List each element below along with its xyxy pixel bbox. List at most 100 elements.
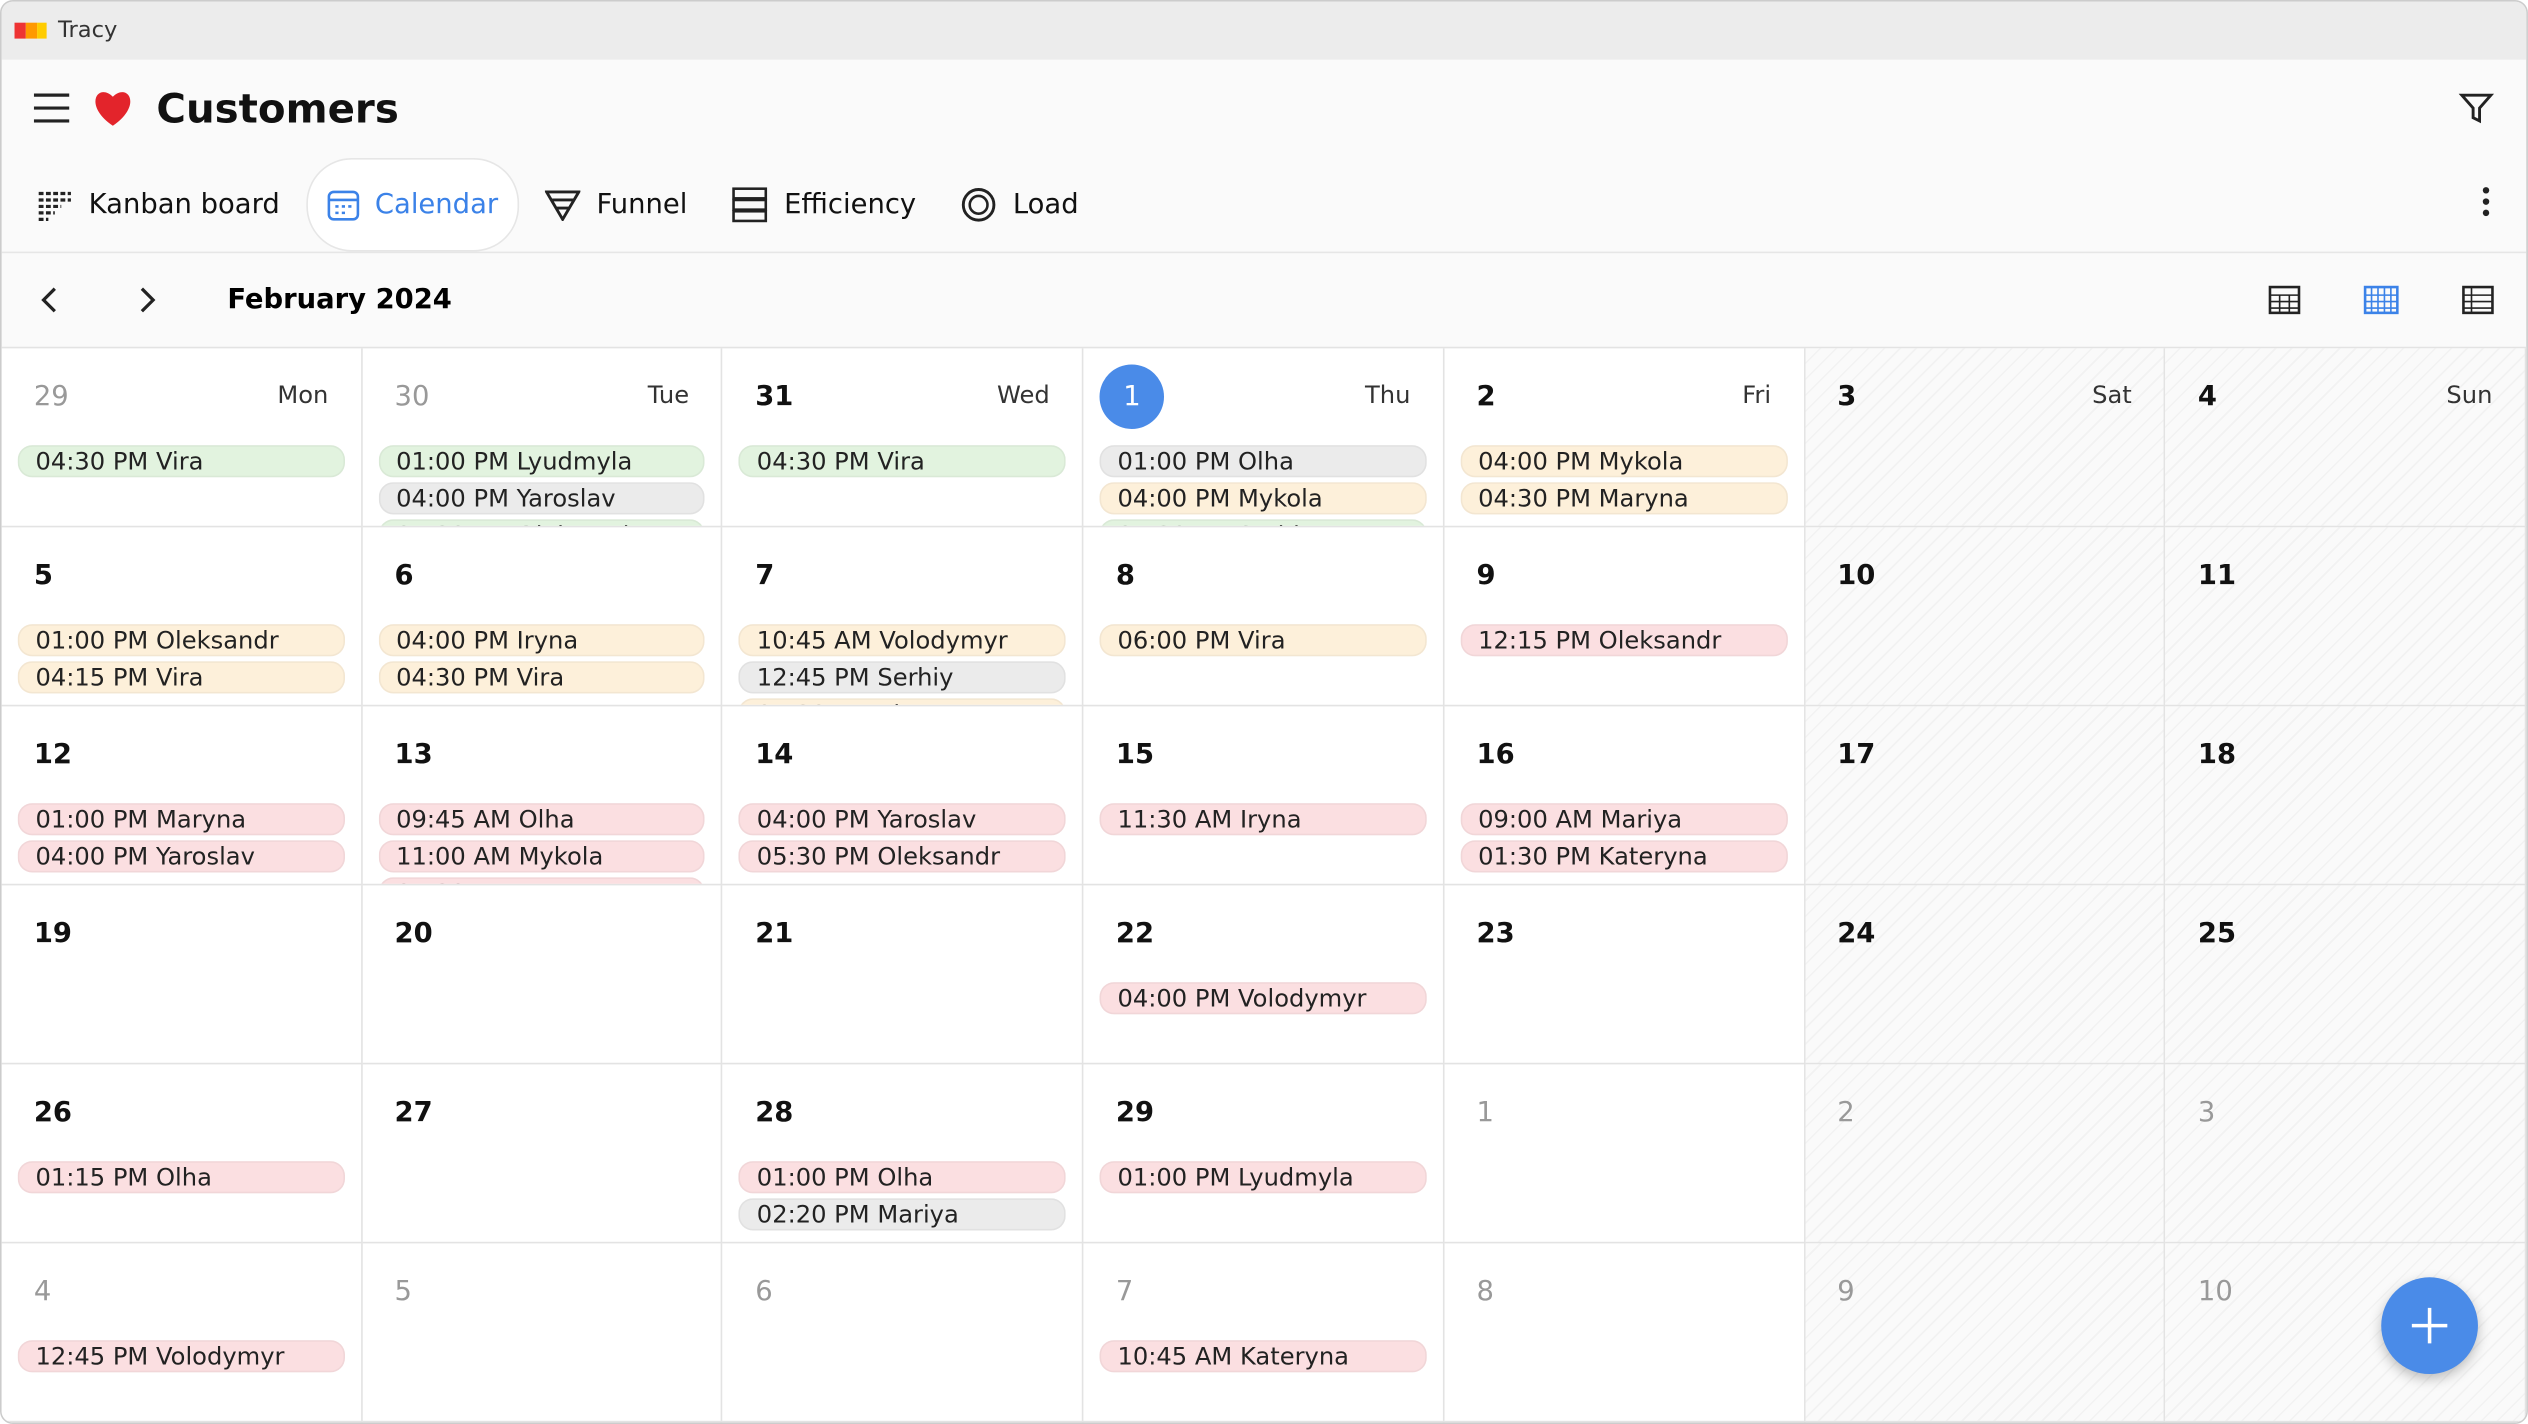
event[interactable]: 11:30 AM Iryna xyxy=(1099,803,1427,836)
event[interactable]: 04:00 PM Yaroslav xyxy=(739,803,1066,836)
day-cell[interactable]: 31 Wed 04:30 PM Vira xyxy=(722,348,1084,528)
day-number: 9 xyxy=(1476,559,1496,592)
event[interactable]: 04:30 PM Vira xyxy=(17,445,345,478)
event[interactable]: 01:15 PM Olha xyxy=(17,1161,345,1194)
day-cell[interactable]: 21 xyxy=(722,885,1084,1065)
event[interactable]: 01:30 PM Kateryna xyxy=(1460,840,1788,873)
prev-button[interactable] xyxy=(34,284,66,316)
next-button[interactable] xyxy=(131,284,163,316)
day-cell[interactable]: 6 04:00 PM Iryna 04:30 PM Vira xyxy=(362,527,723,707)
event-time: 04:00 PM xyxy=(35,841,149,871)
day-cell[interactable]: 5 xyxy=(362,1243,723,1423)
event-name: Mykola xyxy=(518,841,604,871)
day-cell[interactable]: 7 10:45 AM Kateryna xyxy=(1083,1243,1445,1423)
day-cell[interactable]: 17 xyxy=(1804,706,2166,886)
day-cell[interactable]: 29 01:00 PM Lyudmyla xyxy=(1083,1064,1445,1244)
day-cell[interactable]: 27 xyxy=(362,1064,723,1244)
day-cell[interactable]: 3 xyxy=(2165,1064,2527,1244)
event[interactable]: 01:00 PM Olha xyxy=(1099,445,1427,478)
day-cell[interactable]: 26 01:15 PM Olha xyxy=(1,1064,363,1244)
event[interactable]: 06:00 PM Vira xyxy=(1099,624,1427,657)
event[interactable]: 04:00 PM Yaroslav xyxy=(378,482,706,515)
menu-button[interactable] xyxy=(33,93,70,123)
day-cell[interactable]: 12 01:00 PM Maryna 04:00 PM Yaroslav xyxy=(1,706,363,886)
day-cell[interactable]: 28 01:00 PM Olha 02:20 PM Mariya xyxy=(722,1064,1084,1244)
month-view-button[interactable] xyxy=(2268,284,2301,316)
event-time: 12:45 PM xyxy=(35,1341,149,1371)
event[interactable]: 09:00 AM Mariya xyxy=(1460,803,1788,836)
day-number: 18 xyxy=(2197,738,2237,771)
event[interactable]: 01:00 PM Maryna xyxy=(17,803,345,836)
event[interactable]: 12:15 PM Oleksandr xyxy=(1460,624,1788,657)
event[interactable]: 01:00 PM Olha xyxy=(739,1161,1066,1194)
day-cell[interactable]: 6 xyxy=(722,1243,1084,1423)
event[interactable]: 04:00 PM Volodymyr xyxy=(1099,982,1427,1015)
day-cell[interactable]: 11 xyxy=(2165,527,2527,707)
event[interactable]: 04:30 PM Oleksandr xyxy=(378,519,706,526)
day-cell[interactable]: 23 xyxy=(1444,885,1805,1065)
day-cell[interactable]: 10 xyxy=(1804,527,2166,707)
event[interactable]: 12:45 PM Volodymyr xyxy=(17,1340,345,1373)
event[interactable]: 12:45 PM Serhiy xyxy=(739,661,1066,694)
event[interactable]: 05:30 PM Kateryna xyxy=(378,877,706,884)
event[interactable]: 01:00 PM Lyudmyla xyxy=(1099,1161,1427,1194)
event[interactable]: 04:00 PM Mykola xyxy=(1460,445,1788,478)
day-cell[interactable]: 2 xyxy=(1804,1064,2166,1244)
day-cell[interactable]: 8 xyxy=(1444,1243,1805,1423)
day-cell[interactable]: 4 Sun xyxy=(2165,348,2527,528)
day-cell[interactable]: 19 xyxy=(1,885,363,1065)
day-cell[interactable]: 14 04:00 PM Yaroslav 05:30 PM Oleksandr xyxy=(722,706,1084,886)
event[interactable]: 09:45 AM Olha xyxy=(378,803,706,836)
day-cell[interactable]: 18 xyxy=(2165,706,2527,886)
view-tab[interactable]: Load xyxy=(942,159,1098,249)
view-tab[interactable]: Efficiency xyxy=(713,159,935,249)
event[interactable]: 05:30 PM Oleksandr xyxy=(739,840,1066,873)
day-cell[interactable]: 5 01:00 PM Oleksandr 04:15 PM Vira xyxy=(1,527,363,707)
view-tab[interactable]: Calendar xyxy=(305,157,520,251)
day-cell[interactable]: 15 11:30 AM Iryna xyxy=(1083,706,1445,886)
week-view-button[interactable] xyxy=(2363,284,2399,316)
event[interactable]: 02:20 PM Mariya xyxy=(739,1198,1066,1231)
day-cell[interactable]: 7 10:45 AM Volodymyr 12:45 PM Serhiy 04:30 … xyxy=(722,527,1084,707)
day-cell[interactable]: 16 09:00 AM Mariya 01:30 PM Kateryna xyxy=(1444,706,1805,886)
event[interactable]: 04:30 PM Maryna xyxy=(1460,482,1788,515)
event[interactable]: 10:45 AM Volodymyr xyxy=(739,624,1066,657)
day-number: 31 xyxy=(755,380,794,413)
event[interactable]: 11:00 AM Mykola xyxy=(378,840,706,873)
tab-icon xyxy=(38,191,71,221)
event[interactable]: 04:30 PM Vira xyxy=(739,445,1066,478)
event-name: Oleksandr xyxy=(517,521,640,526)
day-cell[interactable]: 9 xyxy=(1804,1243,2166,1423)
list-view-button[interactable] xyxy=(2462,284,2494,316)
event[interactable]: 04:00 PM Yaroslav xyxy=(17,840,345,873)
day-cell[interactable]: 8 06:00 PM Vira xyxy=(1083,527,1445,707)
day-cell[interactable]: 29 Mon 04:30 PM Vira xyxy=(1,348,363,528)
add-button[interactable] xyxy=(2381,1277,2478,1375)
event[interactable]: 01:00 PM Oleksandr xyxy=(17,624,345,657)
event[interactable]: 04:00 PM Mykola xyxy=(1099,482,1427,515)
event[interactable]: 04:30 PM Vira xyxy=(378,661,706,694)
event[interactable]: 04:30 PM Serhiy xyxy=(1099,519,1427,526)
day-cell[interactable]: 20 xyxy=(362,885,723,1065)
event[interactable]: 04:30 PM Vira xyxy=(739,698,1066,705)
day-cell[interactable]: 4 12:45 PM Volodymyr xyxy=(1,1243,363,1423)
event[interactable]: 04:00 PM Iryna xyxy=(378,624,706,657)
event[interactable]: 10:45 AM Kateryna xyxy=(1099,1340,1427,1373)
view-tab[interactable]: Kanban board xyxy=(18,159,299,249)
more-button[interactable] xyxy=(2481,185,2491,224)
day-cell[interactable]: 3 Sat xyxy=(1804,348,2166,528)
tab-icon xyxy=(732,186,768,222)
day-cell[interactable]: 2 Fri 04:00 PM Mykola 04:30 PM Maryna xyxy=(1444,348,1805,528)
day-cell[interactable]: 1 xyxy=(1444,1064,1805,1244)
event[interactable]: 04:15 PM Vira xyxy=(17,661,345,694)
day-cell[interactable]: 24 xyxy=(1804,885,2166,1065)
filter-button[interactable] xyxy=(2458,90,2495,125)
day-cell[interactable]: 9 12:15 PM Oleksandr xyxy=(1444,527,1805,707)
view-tab[interactable]: Funnel xyxy=(526,159,707,249)
event[interactable]: 01:00 PM Lyudmyla xyxy=(378,445,706,478)
day-cell[interactable]: 25 xyxy=(2165,885,2527,1065)
day-cell[interactable]: 22 04:00 PM Volodymyr xyxy=(1083,885,1445,1065)
